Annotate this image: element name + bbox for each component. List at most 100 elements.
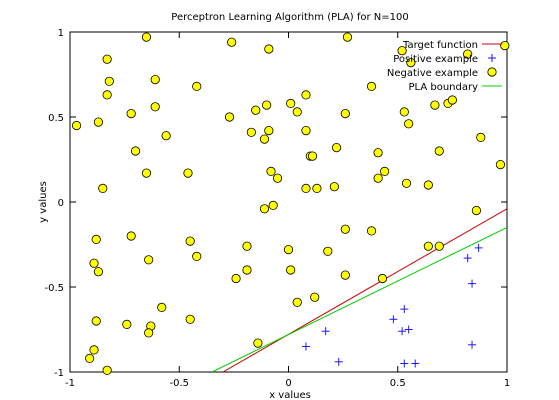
negative-point — [397, 46, 407, 56]
negative-point — [71, 120, 82, 131]
negative-point — [312, 183, 322, 193]
negative-point — [430, 100, 440, 110]
negative-point — [259, 134, 270, 144]
positive-point — [334, 357, 343, 366]
positive-point — [389, 315, 398, 324]
negative-point — [331, 143, 342, 153]
legend-circle-swatch — [487, 67, 497, 77]
negative-point — [373, 173, 383, 183]
negative-point — [399, 107, 409, 117]
negative-point — [380, 166, 390, 176]
negative-point — [286, 265, 296, 275]
negative-point — [126, 109, 136, 119]
negative-point — [463, 49, 473, 59]
positive-point — [400, 359, 409, 368]
negative-point — [262, 100, 272, 110]
negative-point — [301, 183, 311, 193]
y-tick-label: 0 — [58, 198, 64, 209]
chart-title: Perceptron Learning Algorithm (PLA) for … — [171, 12, 408, 23]
negative-point — [144, 255, 154, 265]
negative-point — [102, 54, 112, 64]
negative-point — [406, 57, 416, 68]
negative-point — [126, 231, 136, 241]
negative-point — [89, 258, 99, 268]
legend-label: Negative example — [387, 68, 478, 79]
negative-point — [329, 182, 339, 192]
negative-point — [447, 95, 457, 105]
positive-point — [463, 254, 472, 263]
y-tick-label: 0.5 — [48, 113, 64, 124]
negative-point — [268, 200, 278, 210]
x-tick-label: -1 — [65, 378, 75, 389]
positive-point — [398, 327, 407, 336]
negative-point — [144, 328, 154, 338]
positive-point — [321, 327, 330, 336]
negative-point — [185, 314, 195, 324]
negative-point — [500, 40, 510, 51]
negative-point — [231, 273, 241, 284]
negative-point — [122, 319, 132, 329]
x-tick-label: 0.5 — [390, 378, 406, 389]
negative-point — [283, 245, 294, 255]
negative-point — [286, 98, 296, 109]
positive-point — [474, 243, 483, 252]
negative-point — [292, 107, 302, 117]
negative-point — [227, 37, 237, 47]
legend-plus-swatch — [488, 54, 496, 62]
negative-point — [471, 205, 482, 216]
negative-point — [340, 109, 350, 119]
y-axis-label: y values — [38, 181, 49, 223]
negative-point — [102, 365, 112, 375]
negative-point — [242, 265, 252, 275]
x-tick-label: -0.5 — [169, 378, 189, 389]
negative-point — [93, 267, 104, 277]
negative-point — [301, 126, 311, 136]
line-series — [211, 208, 507, 372]
x-axis-label: x values — [269, 390, 311, 400]
negative-point — [192, 81, 202, 92]
y-tick-label: -1 — [54, 368, 64, 379]
negative-point — [264, 126, 274, 136]
negative-point — [323, 246, 333, 256]
negative-point — [150, 102, 160, 112]
line-target-function — [222, 208, 507, 372]
legend: Target function Positive example Negative … — [387, 40, 502, 93]
negative-point — [141, 168, 152, 178]
negative-point — [272, 173, 283, 183]
negative-point — [373, 148, 383, 158]
negative-point — [141, 32, 152, 42]
negative-point — [266, 166, 276, 176]
negative-point — [340, 270, 350, 280]
negative-point — [423, 180, 433, 190]
negative-point — [161, 131, 171, 141]
negative-point — [89, 345, 99, 355]
negative-point — [307, 151, 318, 161]
x-tick-label: 0 — [285, 378, 291, 389]
negative-point — [157, 302, 167, 312]
negative-point — [130, 146, 141, 156]
line-pla-boundary — [211, 227, 507, 372]
negative-point — [310, 292, 320, 302]
negative-point — [401, 178, 412, 188]
positive-point — [468, 279, 477, 288]
negative-point — [91, 234, 101, 244]
negative-point — [404, 119, 414, 129]
negative-point — [150, 75, 160, 85]
negative-point — [340, 224, 350, 234]
positive-point — [468, 340, 477, 349]
negative-point — [224, 112, 235, 122]
positive-points — [301, 243, 483, 368]
negative-point — [183, 168, 193, 178]
negative-point — [192, 251, 202, 261]
negative-point — [342, 32, 353, 42]
negative-point — [185, 236, 195, 246]
negative-point — [495, 160, 506, 170]
negative-point — [377, 273, 388, 284]
axes: -1 -0.5 0 0.5 1 -1 -0.5 0 0.5 1 — [44, 28, 510, 389]
negative-point — [251, 105, 261, 115]
negative-point — [85, 353, 95, 363]
negative-point — [366, 226, 377, 236]
negative-point — [301, 90, 311, 100]
negative-point — [292, 297, 302, 307]
